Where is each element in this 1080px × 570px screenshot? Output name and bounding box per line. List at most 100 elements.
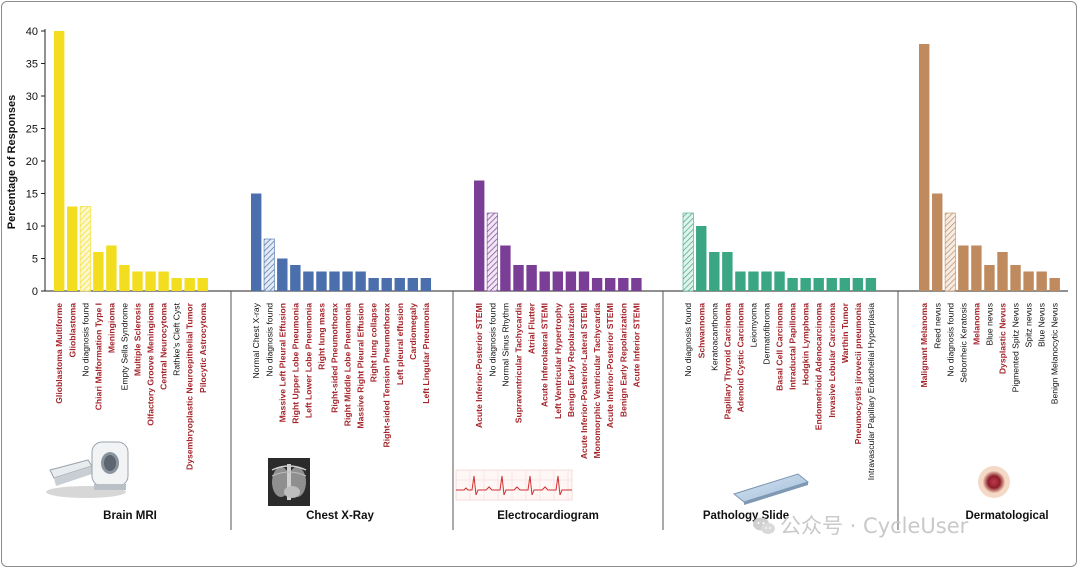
bar	[984, 265, 995, 291]
bar	[329, 271, 340, 291]
category-label: Left pleural effusion	[395, 303, 405, 385]
bar	[539, 271, 550, 291]
bar	[787, 278, 798, 291]
category-label: Right Upper Lobe Pneumonia	[290, 303, 300, 424]
category-label: Cardiomegaly	[408, 303, 418, 360]
category-label: No diagnosis found	[80, 303, 90, 377]
category-label: Pigmented Spitz Nevus	[1011, 303, 1021, 392]
category-label: Rathke's Cleft Cyst	[172, 302, 182, 375]
bar	[919, 44, 930, 291]
category-label: Meningioma	[106, 303, 116, 353]
category-label: Basal Cell Carcinoma	[775, 303, 785, 391]
bar	[578, 271, 590, 291]
bar	[722, 252, 733, 291]
bar	[251, 193, 262, 291]
bar	[997, 252, 1008, 291]
mri-scanner-icon	[46, 441, 129, 498]
bar	[682, 212, 694, 292]
bar	[368, 278, 379, 291]
bar	[944, 212, 956, 292]
bar	[1023, 271, 1034, 291]
category-label: Empty Sella Syndrome	[119, 303, 129, 391]
group-label: Dermatological	[965, 510, 1048, 522]
group-label: Electrocardiogram	[497, 510, 599, 522]
category-label: Olfactory Groove Meningioma	[146, 303, 156, 426]
skin-lesion-icon	[978, 466, 1010, 498]
y-tick-label: 10	[26, 221, 38, 233]
y-tick-label: 30	[26, 91, 38, 103]
category-label: Acute Inferior-Posterior-Lateral STEMI	[579, 303, 589, 459]
bar	[342, 271, 353, 291]
y-tick-label: 5	[32, 254, 38, 266]
category-label: Supraventricular Tachycardia	[514, 303, 524, 423]
wechat-icon	[753, 517, 775, 534]
bar	[132, 271, 143, 291]
y-tick-label: 20	[26, 156, 38, 168]
category-label: Glioblastoma Multiforme	[54, 303, 64, 404]
category-label: Left Lower Lobe Pneumonia	[303, 303, 313, 418]
bar	[407, 278, 418, 291]
category-label: Right lung collapse	[369, 303, 379, 382]
category-label: Leiomyoma	[748, 303, 758, 348]
y-tick-label: 40	[26, 26, 38, 38]
bar	[761, 271, 772, 291]
bar	[748, 271, 759, 291]
category-label: Dermatofibroma	[762, 303, 772, 365]
bar	[971, 245, 982, 291]
category-label: No diagnosis found	[683, 303, 693, 377]
bar	[145, 271, 156, 291]
category-label: Papillary Thyroid Carcinoma	[722, 303, 732, 420]
group-label: Brain MRI	[103, 510, 157, 522]
bar	[958, 245, 969, 291]
bar	[54, 31, 65, 291]
bar	[486, 212, 498, 292]
category-label: Reed nevus	[932, 303, 942, 349]
bar	[696, 226, 707, 291]
category-label: Normal Sinus Rhythm	[500, 303, 510, 387]
bar	[93, 252, 104, 291]
pathology-slide-icon	[732, 473, 810, 505]
category-label: Monomorphic Ventricular Tachycardia	[592, 303, 602, 459]
bar	[852, 278, 864, 291]
bar	[526, 265, 537, 291]
category-label: Right lung mass	[316, 303, 326, 370]
bar	[513, 265, 524, 291]
bar	[774, 271, 785, 291]
y-tick-label: 25	[26, 124, 38, 136]
category-label: Intraductal Papilloma	[788, 303, 798, 390]
y-axis-label: Percentage of Responses	[6, 95, 18, 230]
bar	[591, 278, 603, 291]
bar	[474, 180, 485, 291]
bar	[932, 193, 943, 291]
category-label: Right-sided Pneumothorax	[330, 303, 340, 413]
bar	[67, 206, 78, 291]
group-label: Chest X-Ray	[306, 510, 374, 522]
category-label: Blue nevus	[984, 303, 994, 346]
bar	[865, 278, 877, 291]
category-label: Adenoid Cystic Carcinoma	[735, 303, 745, 413]
bar	[1049, 278, 1060, 291]
bar	[316, 271, 327, 291]
y-tick-label: 35	[26, 59, 38, 71]
bar	[303, 271, 314, 291]
y-tick-label: 15	[26, 189, 38, 201]
bar	[263, 238, 275, 292]
bar	[631, 278, 642, 291]
chest-xray-icon	[268, 458, 310, 506]
group-footers-layer: Brain MRI Chest X-Ray Electrocardiogram Pat…	[103, 291, 1049, 530]
bar	[277, 258, 288, 291]
category-label: Acute Inferolateral STEMI	[540, 303, 550, 407]
category-label: Warthin Tumor	[840, 302, 850, 363]
category-label: No diagnosis found	[264, 303, 274, 377]
bar	[618, 278, 629, 291]
bar	[158, 271, 169, 291]
category-label: Central Neurocytoma	[159, 303, 169, 390]
bar	[394, 278, 405, 291]
group-label: Pathology Slide	[703, 510, 789, 522]
bar	[565, 271, 577, 291]
bar	[839, 278, 850, 291]
bar	[1036, 271, 1047, 291]
bar	[290, 265, 301, 291]
